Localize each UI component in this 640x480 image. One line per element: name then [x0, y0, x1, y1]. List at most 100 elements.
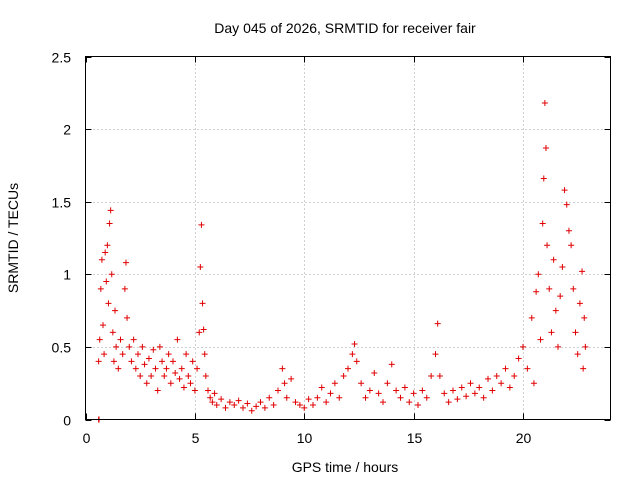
data-point [196, 329, 203, 336]
data-point [498, 380, 505, 387]
y-tick-label: 1.5 [52, 195, 72, 211]
data-point [580, 365, 587, 372]
data-point [191, 387, 198, 394]
data-point [423, 394, 430, 401]
data-point [130, 336, 137, 343]
data-point [528, 314, 535, 321]
data-point [156, 343, 163, 350]
x-tick-label: 0 [83, 430, 91, 446]
data-point [121, 285, 128, 292]
data-point [163, 365, 170, 372]
data-point [552, 307, 559, 314]
data-point [563, 201, 570, 208]
plot-frame [85, 56, 611, 420]
data-point [154, 387, 161, 394]
data-point [384, 380, 391, 387]
data-point [96, 336, 103, 343]
data-point [100, 322, 106, 329]
data-point [502, 365, 509, 372]
data-point [275, 387, 281, 394]
data-point [336, 394, 343, 401]
data-point [266, 394, 273, 401]
data-point [511, 372, 518, 379]
data-point [150, 346, 157, 353]
data-point [128, 358, 135, 365]
data-point [165, 351, 172, 358]
data-point [132, 365, 139, 372]
data-point [548, 329, 555, 336]
data-point [189, 358, 196, 365]
axis-ticks: 0 5 10 15 20 0 0.5 1 1.5 2 2.5 [52, 50, 611, 446]
data-point [240, 404, 246, 411]
data-point [546, 285, 553, 292]
data-point [550, 256, 557, 263]
data-point [137, 372, 144, 379]
data-point [579, 268, 586, 275]
data-point [218, 396, 225, 403]
data-point [124, 314, 131, 321]
data-point [557, 293, 564, 300]
data-point [450, 387, 456, 394]
data-point [428, 372, 435, 379]
data-point [201, 351, 208, 358]
data-point [441, 390, 448, 397]
data-point [485, 375, 491, 382]
data-point [568, 242, 575, 249]
data-point [351, 340, 358, 347]
data-point [493, 372, 500, 379]
y-axis-label: SRMTID / TECUs [5, 183, 21, 293]
data-point [489, 387, 496, 394]
data-point [530, 380, 537, 387]
data-point [159, 358, 166, 365]
data-point [515, 355, 522, 362]
data-point [257, 399, 264, 406]
data-point [401, 384, 408, 391]
x-axis-label: GPS time / hours [292, 459, 399, 475]
data-point [415, 401, 421, 408]
data-point [161, 372, 168, 379]
data-point [176, 375, 183, 382]
data-point [222, 404, 229, 411]
data-point [305, 396, 312, 403]
data-point [292, 399, 299, 406]
data-point [110, 358, 117, 365]
x-tick-label: 5 [192, 430, 200, 446]
data-point [458, 384, 465, 391]
data-points [95, 99, 589, 423]
data-point [323, 399, 330, 406]
data-point [463, 393, 470, 400]
data-point [113, 343, 120, 350]
data-point [561, 187, 568, 194]
data-point [207, 394, 214, 401]
data-point [97, 285, 104, 292]
data-point [170, 358, 176, 365]
data-point [197, 264, 204, 271]
data-point [480, 394, 487, 401]
data-point [540, 175, 547, 182]
data-point [533, 288, 540, 295]
data-point [539, 220, 546, 227]
data-point [541, 99, 548, 106]
data-point [126, 343, 133, 350]
data-point [180, 384, 187, 391]
data-point [454, 396, 461, 403]
data-point [119, 351, 126, 358]
data-point [122, 259, 129, 266]
data-point [209, 399, 216, 406]
data-point [244, 400, 251, 407]
data-point [95, 358, 102, 365]
data-point [145, 355, 152, 362]
data-point [211, 390, 218, 397]
data-point [314, 394, 321, 401]
data-point [248, 407, 255, 414]
data-point [520, 343, 526, 350]
data-point [537, 336, 544, 343]
data-point [318, 384, 325, 391]
x-tick-label: 10 [297, 430, 313, 446]
data-point [310, 401, 316, 408]
chart-title: Day 045 of 2026, SRMTID for receiver fai… [214, 20, 476, 36]
data-point [353, 358, 360, 365]
data-point [288, 375, 295, 382]
data-point [388, 361, 395, 368]
